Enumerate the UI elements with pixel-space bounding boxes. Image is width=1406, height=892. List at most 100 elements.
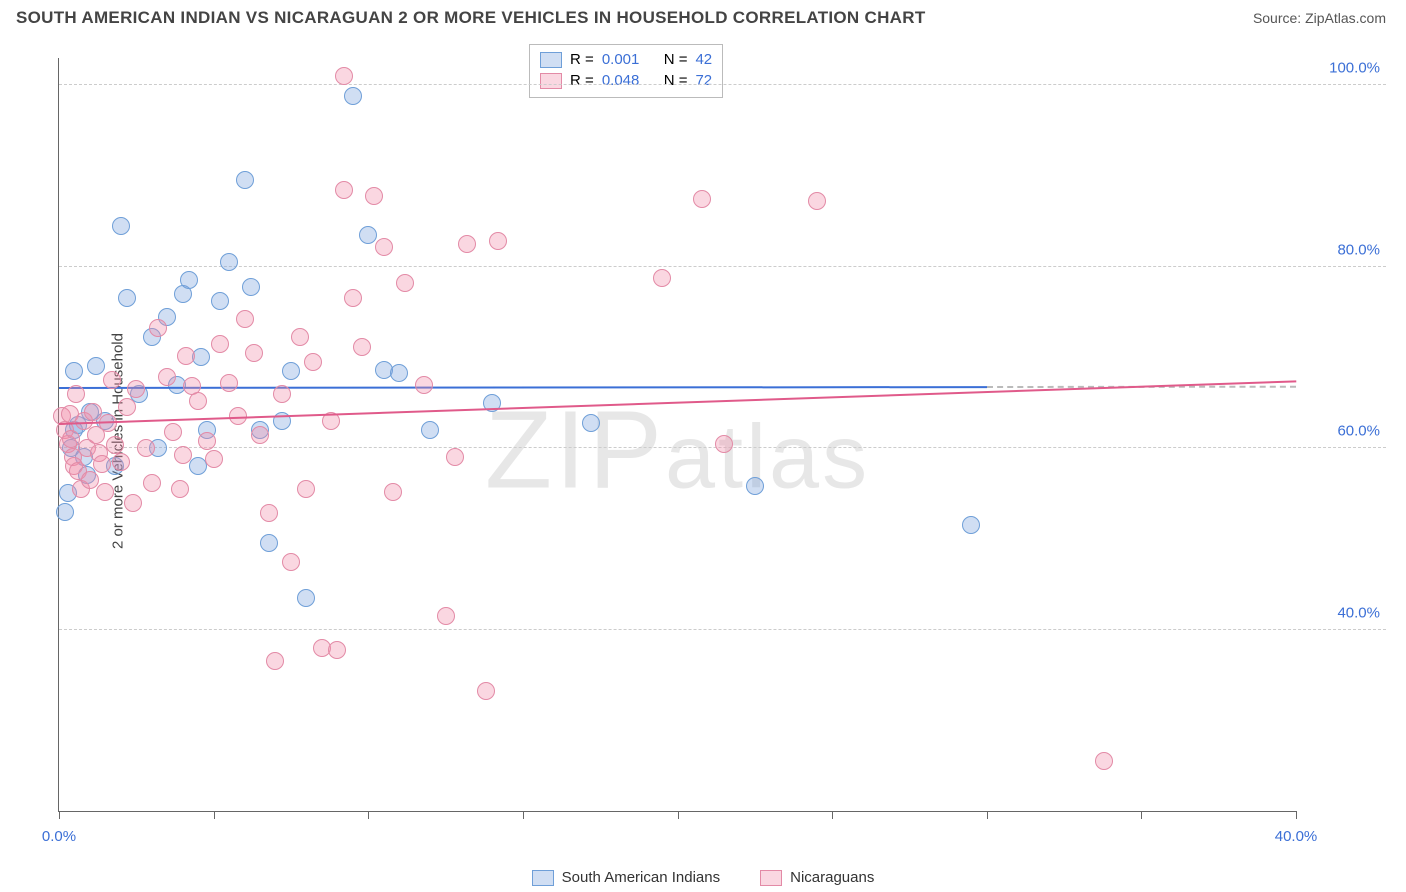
data-point-nic: [236, 310, 254, 328]
watermark-atlas: atlas: [665, 407, 870, 507]
n-label: N =: [664, 49, 688, 70]
source-attribution: Source: ZipAtlas.com: [1253, 10, 1386, 26]
data-point-nic: [458, 235, 476, 253]
ytick-label: 100.0%: [1329, 60, 1380, 77]
data-point-nic: [266, 652, 284, 670]
data-point-nic: [273, 385, 291, 403]
data-point-nic: [177, 347, 195, 365]
xtick: [987, 811, 988, 819]
data-point-nic: [653, 269, 671, 287]
data-point-sai: [282, 362, 300, 380]
data-point-sai: [962, 516, 980, 534]
data-point-nic: [1095, 752, 1113, 770]
data-point-sai: [746, 477, 764, 495]
data-point-nic: [304, 353, 322, 371]
data-point-nic: [198, 432, 216, 450]
swatch-sai: [540, 52, 562, 68]
data-point-nic: [375, 238, 393, 256]
data-point-sai: [56, 503, 74, 521]
data-point-nic: [251, 426, 269, 444]
data-point-nic: [335, 181, 353, 199]
correlation-legend: R = 0.001 N = 42 R = 0.048 N = 72: [529, 44, 723, 98]
data-point-nic: [328, 641, 346, 659]
data-point-nic: [118, 398, 136, 416]
data-point-nic: [291, 328, 309, 346]
r-value-nic: 0.048: [602, 70, 640, 91]
data-point-nic: [67, 385, 85, 403]
data-point-sai: [359, 226, 377, 244]
legend-row-sai: R = 0.001 N = 42: [540, 49, 712, 70]
chart-header: SOUTH AMERICAN INDIAN VS NICARAGUAN 2 OR…: [0, 0, 1406, 32]
xtick: [832, 811, 833, 819]
data-point-nic: [189, 392, 207, 410]
ytick-label: 80.0%: [1337, 241, 1380, 258]
series-legend: South American Indians Nicaraguans: [0, 869, 1406, 886]
data-point-nic: [164, 423, 182, 441]
chart-title: SOUTH AMERICAN INDIAN VS NICARAGUAN 2 OR…: [16, 8, 926, 28]
gridline: [59, 629, 1386, 630]
data-point-nic: [384, 483, 402, 501]
data-point-nic: [96, 483, 114, 501]
data-point-nic: [143, 474, 161, 492]
xtick: [678, 811, 679, 819]
r-value-sai: 0.001: [602, 49, 640, 70]
data-point-nic: [149, 319, 167, 337]
data-point-nic: [205, 450, 223, 468]
data-point-nic: [124, 494, 142, 512]
data-point-nic: [344, 289, 362, 307]
legend-item-nic: Nicaraguans: [760, 869, 874, 886]
data-point-nic: [81, 471, 99, 489]
data-point-nic: [112, 453, 130, 471]
data-point-nic: [93, 455, 111, 473]
data-point-nic: [106, 436, 124, 454]
data-point-sai: [260, 534, 278, 552]
data-point-nic: [137, 439, 155, 457]
data-point-nic: [477, 682, 495, 700]
data-point-sai: [242, 278, 260, 296]
data-point-nic: [396, 274, 414, 292]
data-point-nic: [260, 504, 278, 522]
swatch-nic-bottom: [760, 870, 782, 886]
data-point-sai: [192, 348, 210, 366]
legend-label-sai: South American Indians: [562, 869, 720, 886]
data-point-nic: [245, 344, 263, 362]
data-point-nic: [437, 607, 455, 625]
watermark: ZIPatlas: [485, 386, 870, 513]
source-link[interactable]: ZipAtlas.com: [1305, 10, 1386, 26]
legend-row-nic: R = 0.048 N = 72: [540, 70, 712, 91]
data-point-nic: [103, 371, 121, 389]
data-point-sai: [297, 589, 315, 607]
data-point-sai: [87, 357, 105, 375]
data-point-sai: [344, 87, 362, 105]
data-point-nic: [808, 192, 826, 210]
data-point-nic: [158, 368, 176, 386]
data-point-sai: [390, 364, 408, 382]
xtick: [1141, 811, 1142, 819]
gridline: [59, 84, 1386, 85]
xtick: [523, 811, 524, 819]
data-point-sai: [112, 217, 130, 235]
n-value-sai: 42: [695, 49, 712, 70]
data-point-sai: [118, 289, 136, 307]
data-point-sai: [236, 171, 254, 189]
data-point-nic: [127, 380, 145, 398]
data-point-nic: [174, 446, 192, 464]
data-point-sai: [582, 414, 600, 432]
data-point-nic: [335, 67, 353, 85]
xtick-label: 40.0%: [1275, 828, 1318, 845]
data-point-sai: [421, 421, 439, 439]
data-point-nic: [446, 448, 464, 466]
data-point-nic: [282, 553, 300, 571]
n-label: N =: [664, 70, 688, 91]
xtick: [368, 811, 369, 819]
data-point-sai: [180, 271, 198, 289]
chart-container: 2 or more Vehicles in Household ZIPatlas…: [16, 40, 1386, 842]
data-point-nic: [693, 190, 711, 208]
legend-label-nic: Nicaraguans: [790, 869, 874, 886]
xtick: [214, 811, 215, 819]
legend-item-sai: South American Indians: [532, 869, 720, 886]
ytick-label: 60.0%: [1337, 423, 1380, 440]
swatch-sai-bottom: [532, 870, 554, 886]
data-point-nic: [297, 480, 315, 498]
swatch-nic: [540, 73, 562, 89]
